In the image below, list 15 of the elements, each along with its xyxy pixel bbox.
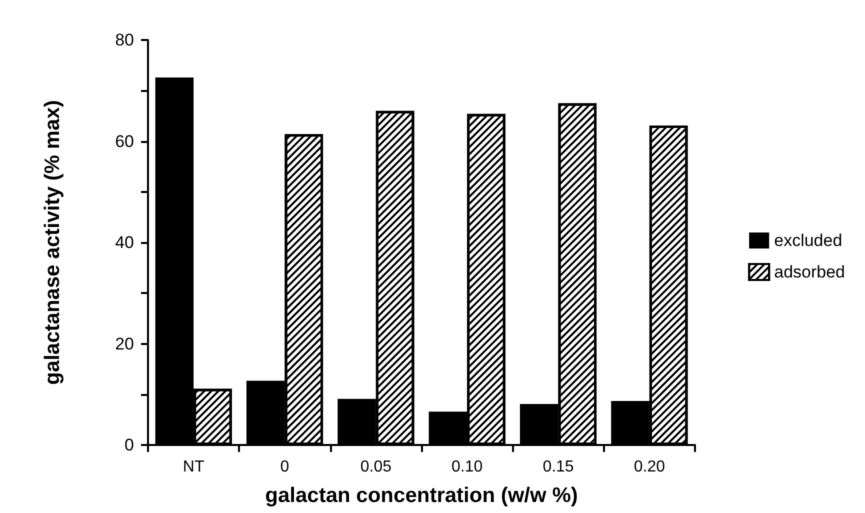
x-tick-label: 0.20 xyxy=(634,458,666,476)
x-tick-label: NT xyxy=(182,458,204,476)
y-axis-title: galactanase activity (% max) xyxy=(41,100,64,385)
y-tick-label: 60 xyxy=(115,132,134,151)
y-tick-label: 0 xyxy=(124,436,134,454)
legend-label: adsorbed xyxy=(774,262,845,282)
x-tick-label: 0.15 xyxy=(542,458,574,476)
y-tick-label: 20 xyxy=(115,334,134,354)
x-tick-label: 0.05 xyxy=(360,458,392,476)
x-tick-label: 0.10 xyxy=(452,458,483,476)
legend-label: excluded xyxy=(774,231,842,250)
y-tick-label: 80 xyxy=(115,30,134,50)
x-axis-title: galactan concentration (w/w %) xyxy=(265,484,578,507)
x-tick-label: 0 xyxy=(280,458,290,476)
y-tick-label: 40 xyxy=(115,233,134,252)
